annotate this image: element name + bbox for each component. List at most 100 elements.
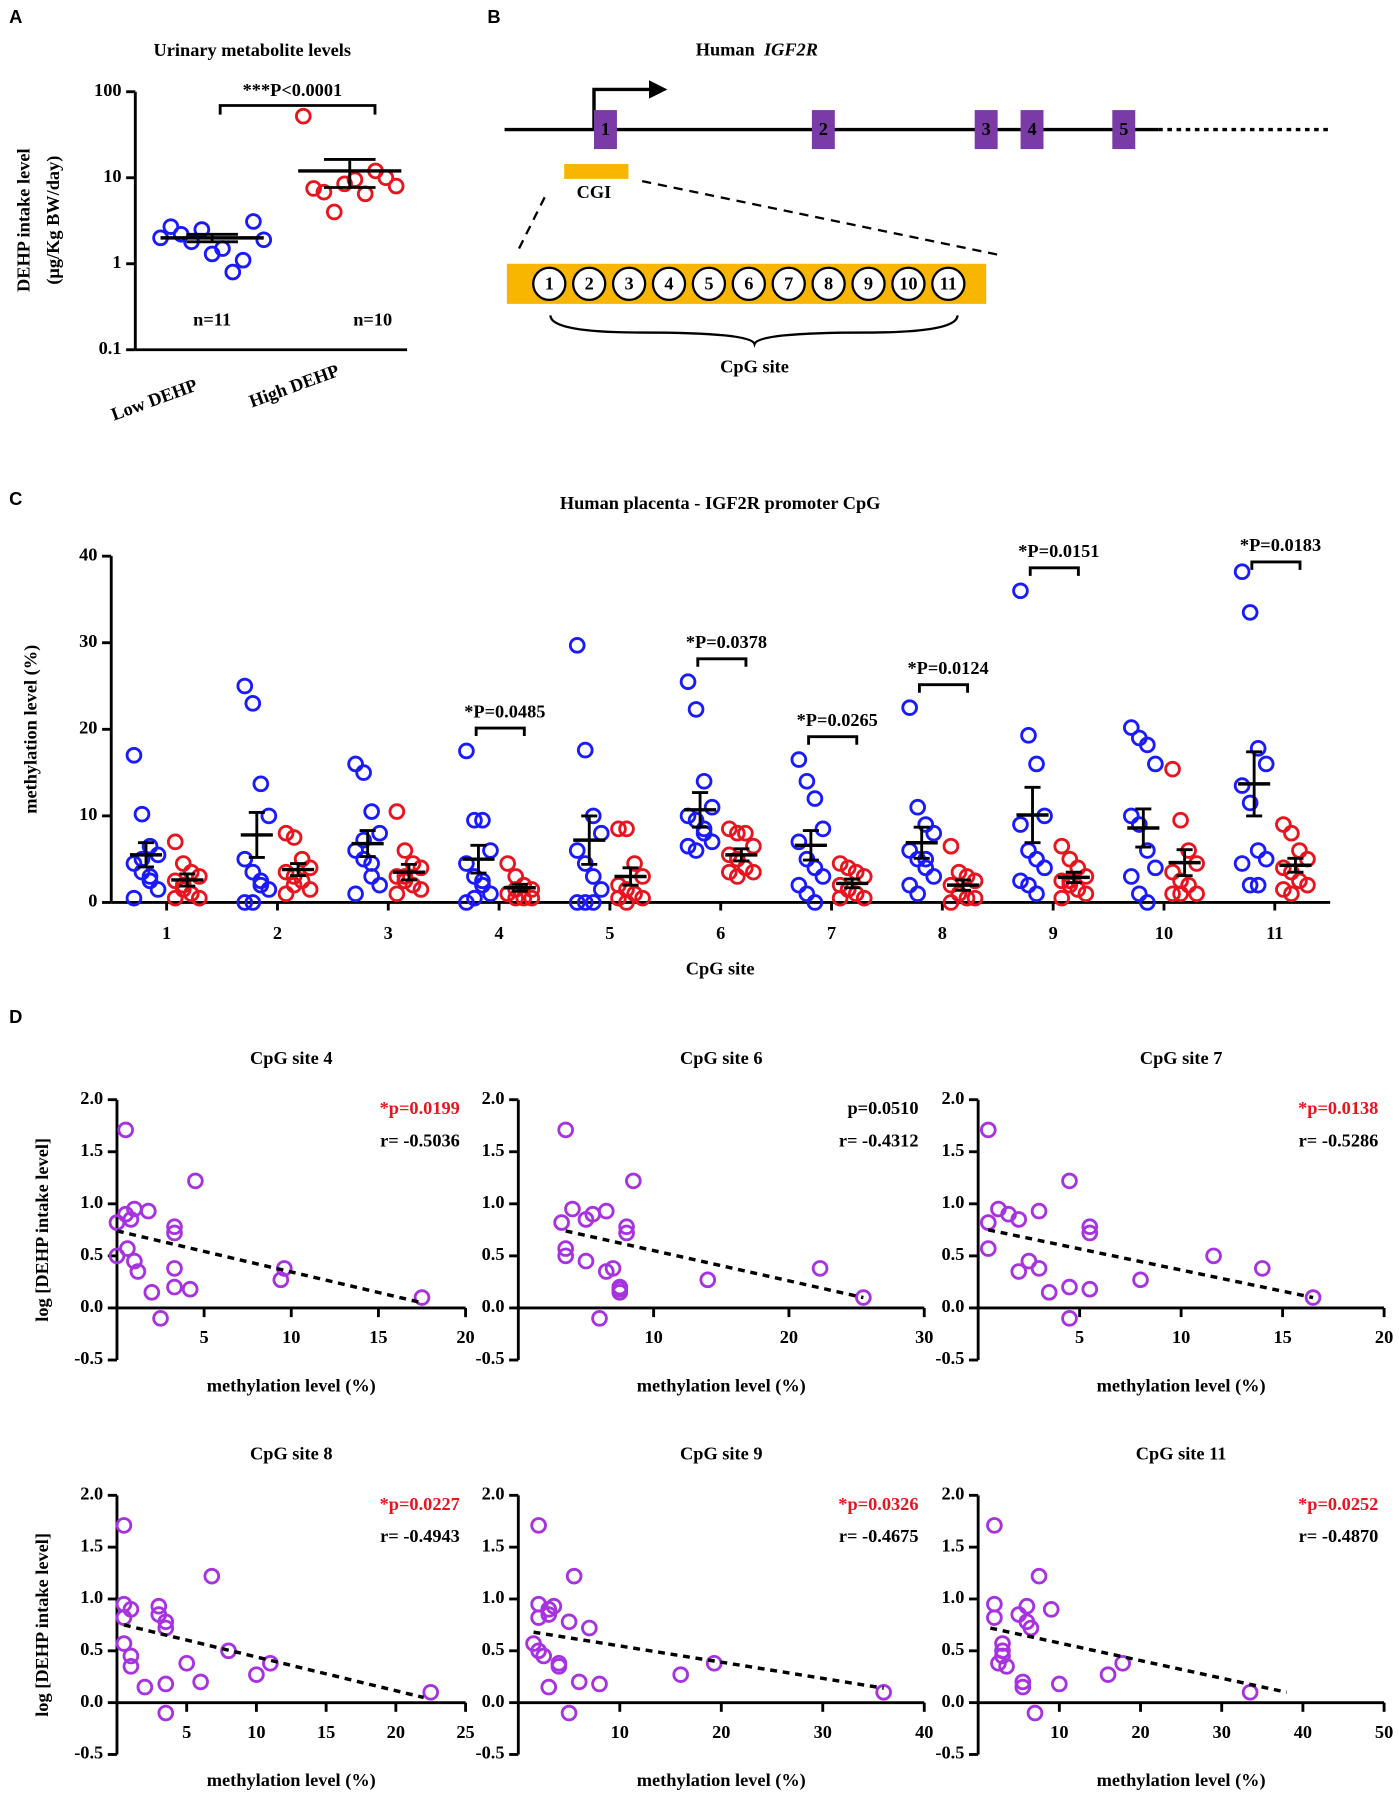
p-value: p=0.0510 xyxy=(847,1098,918,1118)
cpg-number: 2 xyxy=(585,274,594,294)
data-point xyxy=(966,889,984,907)
data-point xyxy=(592,881,610,898)
x-tick-label: 5 xyxy=(1075,1327,1084,1347)
x-axis-label: methylation level (%) xyxy=(1097,1376,1266,1397)
data-point xyxy=(115,1517,133,1534)
data-point xyxy=(277,885,295,903)
x-tick-label: 3 xyxy=(384,923,393,943)
y-tick-label: 0.0 xyxy=(80,1691,103,1711)
diagram-title: Human IGF2R xyxy=(696,40,818,60)
data-point xyxy=(695,820,713,838)
data-point xyxy=(745,837,762,855)
cpg-label: CpG site xyxy=(720,356,789,376)
data-point xyxy=(1275,859,1292,877)
data-point xyxy=(224,263,242,281)
data-point xyxy=(790,876,808,894)
x-tick-label: 20 xyxy=(456,1327,474,1347)
data-point xyxy=(1241,1683,1259,1701)
data-point xyxy=(1299,876,1316,894)
chart-title: CpG site 9 xyxy=(680,1443,762,1463)
x-tick-label: 20 xyxy=(780,1327,798,1347)
data-point xyxy=(236,850,254,868)
cpg-number: 8 xyxy=(824,274,833,294)
data-point xyxy=(244,695,262,712)
data-point xyxy=(234,251,252,269)
data-point xyxy=(252,775,270,793)
data-point xyxy=(576,741,594,759)
y-tick-label: 0.1 xyxy=(99,338,122,358)
y-tick-label: 10 xyxy=(79,804,97,824)
cpg-circle xyxy=(532,266,567,302)
data-point xyxy=(1241,794,1259,812)
r-value: r= -0.5286 xyxy=(1299,1130,1379,1150)
data-point xyxy=(458,894,475,911)
significance-bracket xyxy=(218,104,377,115)
data-point xyxy=(1010,1263,1028,1280)
data-point xyxy=(986,1517,1003,1534)
significance-bracket xyxy=(1250,560,1302,570)
data-point xyxy=(336,175,353,193)
y-tick-label: 0.5 xyxy=(482,1639,505,1659)
data-point xyxy=(122,1601,140,1618)
x-tick-label: 5 xyxy=(182,1722,191,1742)
data-point xyxy=(557,1121,574,1139)
data-point xyxy=(1283,824,1300,842)
data-point xyxy=(811,1260,829,1277)
r-value: r= -0.5036 xyxy=(380,1130,460,1150)
y-tick-label: 10 xyxy=(103,166,121,186)
data-point xyxy=(570,1673,588,1691)
exon xyxy=(594,110,617,150)
data-point xyxy=(1020,727,1037,744)
data-point xyxy=(703,833,721,851)
x-tick-label: 4 xyxy=(494,923,503,943)
data-point xyxy=(618,1224,635,1242)
data-point xyxy=(125,889,143,907)
data-point xyxy=(187,1172,204,1190)
n-label: n=11 xyxy=(193,309,231,329)
data-point xyxy=(117,1121,134,1139)
data-point xyxy=(525,1635,542,1652)
exon-label: 1 xyxy=(601,119,610,139)
exon xyxy=(1112,110,1136,150)
data-point xyxy=(355,850,372,868)
data-point xyxy=(1026,1704,1044,1722)
data-point xyxy=(729,824,746,842)
data-point xyxy=(1275,881,1292,898)
data-point xyxy=(166,1224,183,1242)
data-point xyxy=(388,885,406,903)
significance-label: ***P<0.0001 xyxy=(243,80,343,100)
data-point xyxy=(909,798,927,816)
trend-line xyxy=(123,1623,425,1700)
data-point xyxy=(610,820,627,838)
significance-bracket xyxy=(696,657,748,667)
data-point xyxy=(1122,719,1140,736)
data-point xyxy=(1131,816,1148,833)
data-point xyxy=(152,1310,169,1327)
y-tick-label: 100 xyxy=(94,80,122,100)
data-point xyxy=(1147,755,1164,773)
x-axis-label: CpG site xyxy=(686,958,755,978)
data-point xyxy=(174,855,192,872)
x-axis-label: methylation level (%) xyxy=(1097,1770,1266,1791)
y-tick-label: 2.0 xyxy=(80,1088,103,1108)
data-point xyxy=(1188,885,1205,903)
data-point xyxy=(1275,816,1292,833)
data-point xyxy=(998,1658,1015,1675)
data-point xyxy=(1139,736,1156,754)
data-point xyxy=(248,1666,265,1683)
data-point xyxy=(568,894,586,911)
data-point xyxy=(1291,872,1308,890)
y-tick-label: 1.5 xyxy=(80,1535,103,1555)
data-point xyxy=(277,863,295,881)
data-point xyxy=(597,1202,615,1220)
data-point xyxy=(687,701,705,718)
significance-bracket xyxy=(917,683,970,693)
data-point xyxy=(203,1567,221,1585)
panel-label: A xyxy=(9,6,22,27)
y-tick-label: 0.0 xyxy=(482,1296,505,1316)
cpg-circle xyxy=(891,266,926,302)
data-point xyxy=(1012,872,1029,890)
data-point xyxy=(625,1172,642,1190)
x-tick-label: 6 xyxy=(716,923,725,943)
